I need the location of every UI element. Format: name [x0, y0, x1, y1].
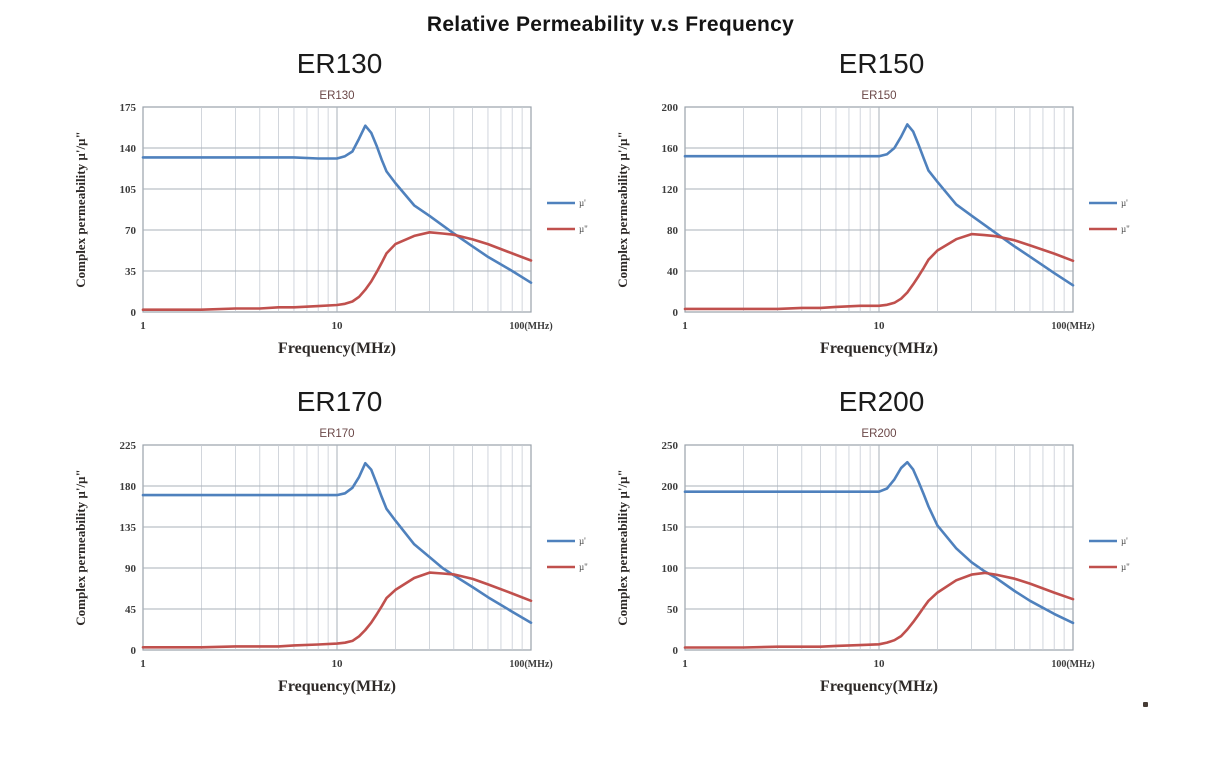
- x-axis-title: Frequency(MHz): [820, 340, 938, 357]
- chart-block-er200: ER200 0 50 100 150 200 250 1 10 100(MHz) ER200 Fre…: [611, 385, 1153, 717]
- y-tick-label: 225: [119, 440, 136, 452]
- y-tick-label: 175: [119, 102, 136, 114]
- chart-block-er130: ER130 0 35 70 105 140 175 1 10 100(MHz) ER130 Freq…: [69, 47, 611, 379]
- legend-label-mu-double-prime: µ": [579, 562, 588, 572]
- chart-canvas-er130: 0 35 70 105 140 175 1 10 100(MHz) ER130 Frequency(…: [73, 90, 588, 357]
- chart-block-er150: ER150 0 40 80 120 160 200 1 10 100(MHz) ER150 Freq…: [611, 47, 1153, 379]
- y-tick-label: 45: [125, 604, 137, 616]
- mu-double-prime-curve: [141, 571, 532, 649]
- page-title: Relative Permeability v.s Frequency: [426, 13, 795, 36]
- mu-double-prime-curve: [141, 231, 532, 311]
- y-tick-label: 35: [125, 266, 137, 278]
- x-tick-label: 1: [682, 658, 688, 670]
- x-axis-title: Frequency(MHz): [278, 340, 396, 357]
- x-tick-label: 10: [331, 320, 343, 332]
- legend-label-mu-prime: µ': [1121, 198, 1128, 208]
- y-tick-label: 200: [661, 102, 678, 114]
- x-tick-label: 100(MHz): [1051, 659, 1094, 670]
- x-tick-label: 10: [331, 658, 343, 670]
- y-tick-label: 0: [130, 307, 136, 319]
- y-axis-title: Complex permeability µ'/µ": [615, 131, 630, 288]
- y-tick-label: 80: [667, 225, 679, 237]
- chart-block-er170: ER170 0 45 90 135 180 225 1 10 100(MHz) ER170 Freq…: [69, 385, 611, 717]
- legend-label-mu-double-prime: µ": [579, 224, 588, 234]
- chart-title-er150: ER150: [838, 48, 925, 79]
- y-tick-label: 50: [667, 604, 679, 616]
- y-tick-label: 100: [661, 563, 678, 575]
- mu-double-prime-curve: [683, 571, 1074, 649]
- legend-label-mu-prime: µ': [1121, 536, 1128, 546]
- chart-title-er200: ER200: [838, 386, 925, 417]
- legend-label-mu-double-prime: µ": [1121, 224, 1130, 234]
- x-tick-label: 1: [140, 320, 146, 332]
- y-axis-title: Complex permeability µ'/µ": [73, 469, 88, 626]
- y-tick-label: 160: [661, 143, 678, 155]
- y-tick-label: 140: [119, 143, 136, 155]
- x-tick-label: 1: [140, 658, 146, 670]
- y-tick-label: 105: [119, 184, 136, 196]
- y-tick-label: 120: [661, 184, 678, 196]
- chart-canvas-er200: 0 50 100 150 200 250 1 10 100(MHz) ER200 Frequency…: [615, 428, 1130, 695]
- y-tick-label: 200: [661, 481, 678, 493]
- inner-chart-title: ER150: [861, 90, 896, 102]
- x-axis-title: Frequency(MHz): [820, 678, 938, 695]
- stray-mark: [1143, 702, 1148, 707]
- y-tick-label: 0: [672, 307, 678, 319]
- legend-label-mu-prime: µ': [579, 536, 586, 546]
- inner-chart-title: ER130: [319, 90, 354, 102]
- y-axis-title: Complex permeability µ'/µ": [615, 469, 630, 626]
- mu-double-prime-curve: [683, 232, 1074, 311]
- x-tick-label: 100(MHz): [1051, 321, 1094, 332]
- legend-label-mu-prime: µ': [579, 198, 586, 208]
- legend-label-mu-double-prime: µ": [1121, 562, 1130, 572]
- chart-canvas-er150: 0 40 80 120 160 200 1 10 100(MHz) ER150 Frequency(…: [615, 90, 1130, 357]
- x-tick-label: 10: [873, 320, 885, 332]
- y-tick-label: 70: [125, 225, 137, 237]
- x-tick-label: 100(MHz): [509, 659, 552, 670]
- x-tick-label: 100(MHz): [509, 321, 552, 332]
- y-tick-label: 0: [130, 645, 136, 657]
- y-tick-label: 180: [119, 481, 136, 493]
- y-tick-label: 40: [667, 266, 679, 278]
- chart-title-er170: ER170: [296, 386, 383, 417]
- mu-prime-curve: [683, 460, 1074, 625]
- charts-grid: ER130 0 35 70 105 140 175 1 10 100(MHz) ER130 Freq…: [69, 47, 1153, 717]
- y-tick-label: 90: [125, 563, 137, 575]
- chart-title-er130: ER130: [296, 48, 383, 79]
- x-tick-label: 10: [873, 658, 885, 670]
- x-axis-title: Frequency(MHz): [278, 678, 396, 695]
- y-tick-label: 0: [672, 645, 678, 657]
- mu-prime-curve: [141, 124, 532, 284]
- mu-prime-curve: [683, 123, 1074, 287]
- x-tick-label: 1: [682, 320, 688, 332]
- chart-canvas-er170: 0 45 90 135 180 225 1 10 100(MHz) ER170 Frequency(…: [73, 428, 588, 695]
- inner-chart-title: ER200: [861, 428, 896, 440]
- y-tick-label: 150: [661, 522, 678, 534]
- inner-chart-title: ER170: [319, 428, 354, 440]
- y-tick-label: 135: [119, 522, 136, 534]
- y-axis-title: Complex permeability µ'/µ": [73, 131, 88, 288]
- y-tick-label: 250: [661, 440, 678, 452]
